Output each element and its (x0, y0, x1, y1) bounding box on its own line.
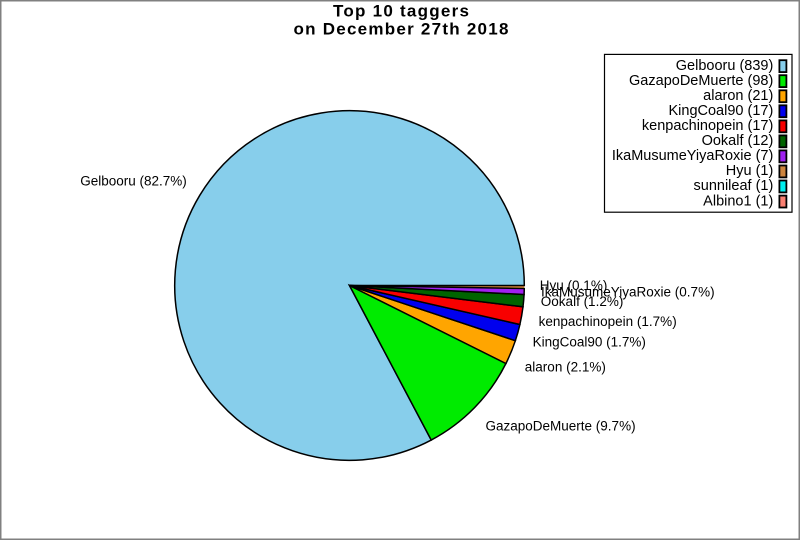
svg-text:GazapoDeMuerte (98): GazapoDeMuerte (98) (629, 73, 773, 89)
svg-text:alaron (2.1%): alaron (2.1%) (525, 359, 606, 374)
svg-text:KingCoal90 (1.7%): KingCoal90 (1.7%) (533, 334, 646, 349)
svg-text:kenpachinopein (1.7%): kenpachinopein (1.7%) (539, 314, 677, 329)
svg-text:Top 10 taggers: Top 10 taggers (333, 2, 470, 21)
svg-text:GazapoDeMuerte (9.7%): GazapoDeMuerte (9.7%) (486, 419, 636, 434)
svg-text:Albino1 (1): Albino1 (1) (703, 193, 773, 209)
svg-text:Hyu (0.1%): Hyu (0.1%) (540, 278, 608, 293)
svg-text:IkaMusumeYiyaRoxie (0.7%): IkaMusumeYiyaRoxie (0.7%) (541, 284, 715, 299)
svg-text:sunnileaf (1): sunnileaf (1) (694, 178, 774, 194)
svg-text:KingCoal90 (17): KingCoal90 (17) (669, 103, 774, 119)
svg-text:Hyu (1): Hyu (1) (726, 163, 774, 179)
svg-text:IkaMusumeYiyaRoxie (7): IkaMusumeYiyaRoxie (7) (612, 148, 773, 164)
svg-text:Gelbooru (82.7%): Gelbooru (82.7%) (80, 173, 187, 188)
svg-text:kenpachinopein (17): kenpachinopein (17) (642, 118, 773, 134)
svg-text:Ookalf (12): Ookalf (12) (702, 133, 774, 149)
svg-text:on December 27th 2018: on December 27th 2018 (294, 19, 510, 38)
svg-text:Gelbooru (839): Gelbooru (839) (676, 58, 774, 74)
svg-text:alaron (21): alaron (21) (703, 88, 773, 104)
svg-text:Ookalf (1.2%): Ookalf (1.2%) (541, 294, 624, 309)
